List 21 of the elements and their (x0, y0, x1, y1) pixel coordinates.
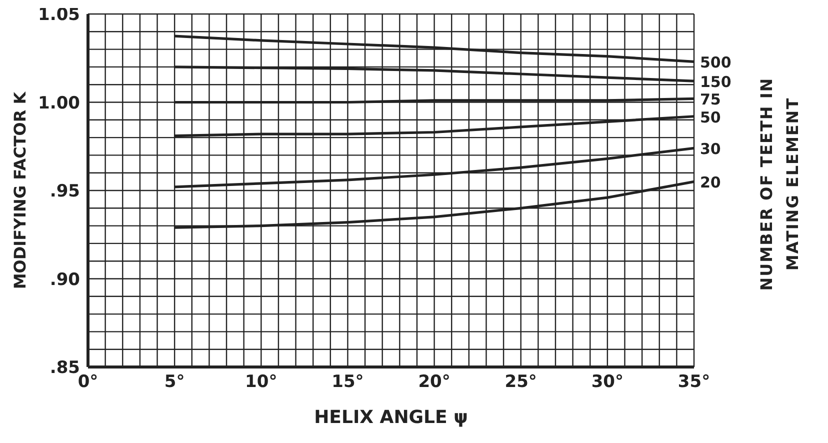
y-tick-label: 1.00 (38, 93, 80, 114)
x-tick-label: 20° (418, 372, 450, 392)
y-axis-title: MODIFYING FACTOR K (10, 91, 30, 290)
x-tick-label: 5° (164, 372, 185, 392)
series-label: 30 (700, 140, 721, 158)
x-tick-label: 15° (332, 372, 364, 392)
x-tick-label: 25° (504, 372, 537, 392)
y-tick-label: .95 (50, 182, 80, 202)
x-axis-title: HELIX ANGLE ψ (314, 407, 468, 428)
y2-axis-title: NUMBER OF TEETH IN MATING ELEMENT (756, 76, 803, 293)
x-tick-label: 0° (78, 372, 98, 392)
y-tick-label: .90 (50, 270, 80, 290)
series-label: 150 (700, 73, 732, 92)
series-label: 500 (700, 54, 732, 72)
series-label: 75 (700, 90, 721, 109)
x-tick-label: 10° (245, 372, 278, 392)
x-tick-label: 35° (678, 372, 710, 392)
series-label: 20 (700, 174, 721, 192)
x-tick-label: 30° (591, 372, 624, 392)
series-label: 50 (700, 108, 721, 126)
y-tick-label: .85 (50, 358, 80, 378)
